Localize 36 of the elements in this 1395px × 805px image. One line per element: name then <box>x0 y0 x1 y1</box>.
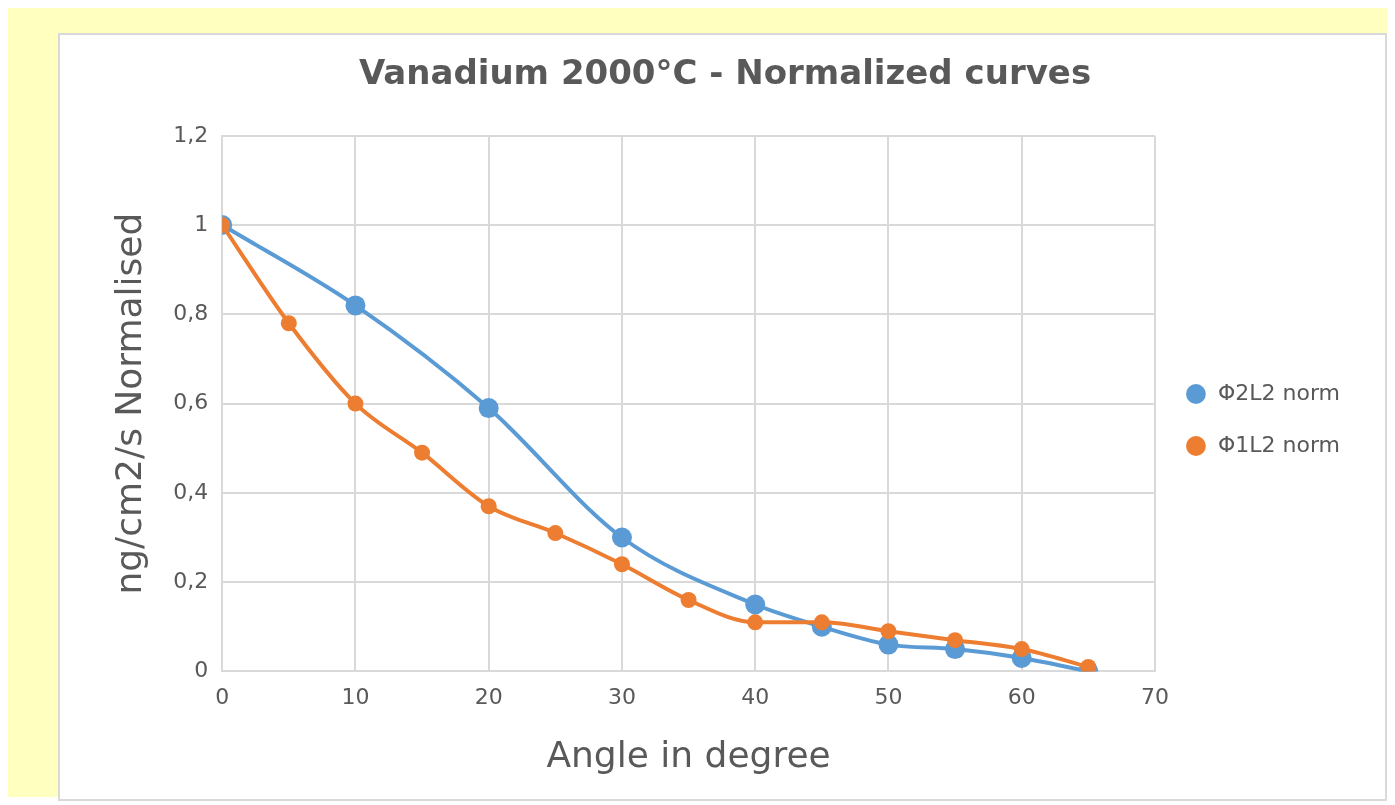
chart-title: Vanadium 2000°C - Normalized curves <box>358 52 1092 93</box>
point <box>547 525 564 542</box>
y-tick-label: 0 <box>194 657 209 683</box>
point <box>747 614 764 631</box>
point <box>613 556 630 573</box>
y-tick-label: 0,6 <box>173 389 209 415</box>
x-tick-label: 0 <box>215 684 230 710</box>
point <box>947 632 964 649</box>
x-tick-label: 50 <box>874 684 903 710</box>
point <box>280 315 297 332</box>
y-axis-title: ng/cm2/s Normalised <box>107 212 149 595</box>
y-tick-label: 1 <box>194 210 209 236</box>
point <box>1013 641 1030 658</box>
point <box>345 295 366 316</box>
y-tick-label: 0,8 <box>173 300 209 326</box>
x-tick-label: 10 <box>341 684 370 710</box>
point <box>611 527 632 548</box>
point <box>745 594 766 615</box>
x-tick-label: 70 <box>1140 684 1169 710</box>
x-tick-label: 60 <box>1007 684 1036 710</box>
legend-label: Φ1L2 norm <box>1217 431 1341 457</box>
legend-label: Φ2L2 norm <box>1217 379 1341 405</box>
point <box>680 591 697 608</box>
point <box>480 498 497 515</box>
x-axis-title: Angle in degree <box>546 733 831 775</box>
x-tick-label: 20 <box>474 684 503 710</box>
point <box>414 444 431 461</box>
y-tick-label: 0,4 <box>173 478 209 504</box>
x-tick-label: 40 <box>741 684 770 710</box>
point <box>478 398 499 419</box>
x-tick-label: 30 <box>607 684 636 710</box>
point <box>347 395 364 412</box>
y-tick-label: 1,2 <box>173 121 209 147</box>
point <box>813 614 830 631</box>
point <box>880 623 897 640</box>
y-tick-label: 0,2 <box>173 567 209 593</box>
